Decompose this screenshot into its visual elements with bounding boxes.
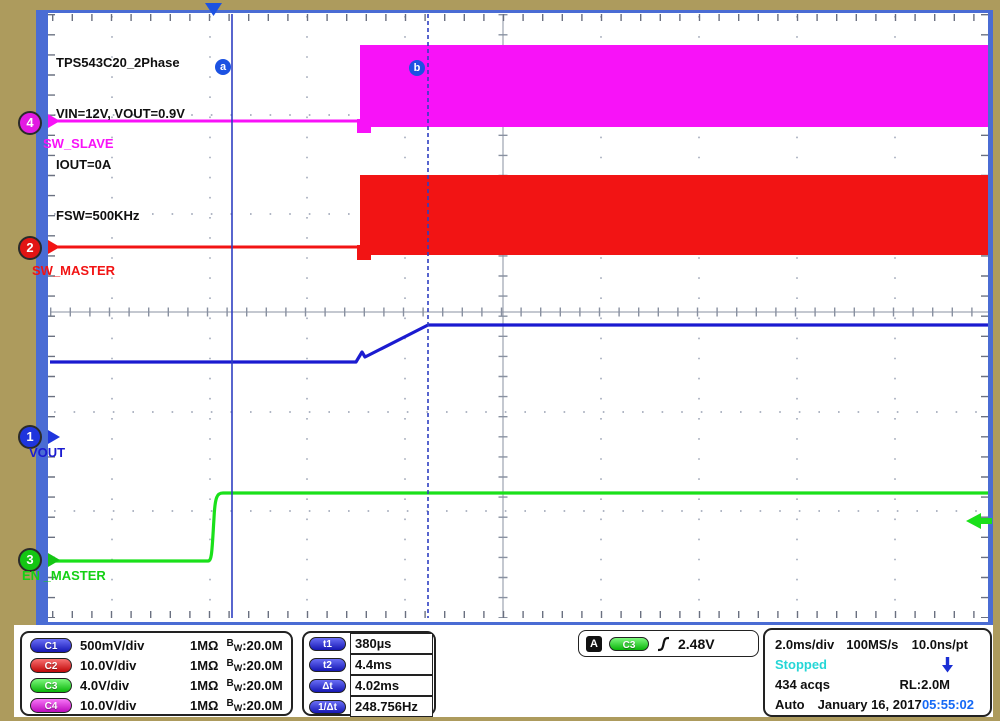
acquisition-status: Stopped	[775, 656, 827, 672]
c4-impedance: 1MΩ	[190, 697, 219, 713]
trace-sw-slave	[50, 45, 988, 133]
timebase-scale: 2.0ms/div	[775, 636, 835, 652]
c2-scale: 10.0V/div	[80, 657, 137, 673]
cursor-t1-row[interactable]: t1 380µs	[304, 632, 434, 654]
annotation-line-4: FSW=500KHz	[56, 208, 140, 223]
annotation-line-2: VIN=12V, VOUT=0.9V	[56, 106, 185, 121]
cursor-a-handle[interactable]: a	[215, 59, 231, 75]
inverse-delta-t-value: 248.756Hz	[350, 695, 433, 717]
channel-1-badge[interactable]: 1	[18, 425, 42, 449]
setup-annotation: TPS543C20_2Phase VIN=12V, VOUT=0.9V IOUT…	[56, 20, 185, 258]
sample-rate: 100MS/s	[846, 636, 899, 652]
c2-pill: C2	[30, 657, 72, 673]
acquisition-count-row: 434 acqs RL:2.0M	[775, 674, 982, 694]
datetime-row: Auto January 16, 2017 05:55:02	[775, 694, 982, 714]
c3-bandwidth: BW:20.0M	[226, 677, 283, 693]
annotation-line-3: IOUT=0A	[56, 157, 112, 172]
c1-impedance: 1MΩ	[190, 637, 219, 653]
cursor-b-handle[interactable]: b	[409, 60, 425, 76]
time-text: 05:55:02	[921, 696, 974, 712]
c3-pill: C3	[30, 677, 72, 693]
c4-scale: 10.0V/div	[80, 697, 137, 713]
cursor-inverse-delta-t-row[interactable]: 1/Δt 248.756Hz	[304, 695, 434, 717]
channel-3-badge[interactable]: 3	[18, 548, 42, 572]
trigger-position-icon[interactable]	[205, 3, 222, 16]
delta-t-value: 4.02ms	[350, 674, 433, 696]
record-length: RL:2.0M	[899, 676, 950, 692]
timebase-status-panel[interactable]: 2.0ms/div 100MS/s 10.0ns/pt Stopped 434 …	[763, 628, 992, 717]
channel-settings-panel[interactable]: C1 500mV/div 1MΩ BW:20.0M C2 10.0V/div 1…	[20, 631, 293, 716]
c4-pill: C4	[30, 697, 72, 713]
channel-readout-row-c1[interactable]: C1 500mV/div 1MΩ BW:20.0M	[30, 635, 283, 655]
c3-impedance: 1MΩ	[190, 677, 219, 693]
inverse-delta-t-pill: 1/Δt	[309, 699, 346, 714]
date-text: January 16, 2017	[817, 696, 922, 712]
cursor-t2-row[interactable]: t2 4.4ms	[304, 653, 434, 675]
channel-readout-row-c4[interactable]: C4 10.0V/div 1MΩ BW:20.0M	[30, 695, 283, 715]
trace-label-sw-slave: SW_SLAVE	[43, 136, 114, 151]
channel-4-badge[interactable]: 4	[18, 111, 42, 135]
trigger-bus-badge: A	[586, 635, 602, 652]
sample-resolution: 10.0ns/pt	[911, 636, 968, 652]
trigger-level-arrow-icon[interactable]	[966, 513, 992, 529]
acquisition-status-row: Stopped	[775, 654, 982, 674]
channel-readout-row-c3[interactable]: C3 4.0V/div 1MΩ BW:20.0M	[30, 675, 283, 695]
annotation-line-1: TPS543C20_2Phase	[56, 55, 180, 70]
trigger-level-value: 2.48V	[678, 635, 715, 652]
cursor-readout-panel[interactable]: t1 380µs t2 4.4ms Δt 4.02ms 1/Δt 248.756…	[302, 631, 436, 717]
channel-reference-arrows	[48, 114, 60, 567]
trace-label-sw-master: SW_MASTER	[32, 263, 116, 278]
t2-pill: t2	[309, 657, 346, 672]
c1-scale: 500mV/div	[80, 637, 145, 653]
delta-t-pill: Δt	[309, 678, 346, 693]
trace-label-vout: VOUT	[29, 445, 66, 460]
trace-en-master	[50, 491, 988, 563]
t1-pill: t1	[309, 636, 346, 651]
c4-bandwidth: BW:20.0M	[226, 697, 283, 713]
c3-scale: 4.0V/div	[80, 677, 130, 693]
c2-impedance: 1MΩ	[190, 657, 219, 673]
c1-pill: C1	[30, 637, 72, 653]
trigger-source-pill: C3	[609, 636, 649, 651]
channel-readout-row-c2[interactable]: C2 10.0V/div 1MΩ BW:20.0M	[30, 655, 283, 675]
rising-edge-icon	[657, 636, 670, 651]
acquisition-count: 434 acqs	[775, 676, 830, 692]
cursor-delta-t-row[interactable]: Δt 4.02ms	[304, 674, 434, 696]
grid-horizontal-dotted	[54, 114, 986, 512]
timebase-row: 2.0ms/div 100MS/s 10.0ns/pt	[775, 634, 982, 654]
arrow-down-icon	[942, 656, 953, 672]
c2-bandwidth: BW:20.0M	[226, 657, 283, 673]
c1-bandwidth: BW:20.0M	[226, 637, 283, 653]
trace-sw-master	[50, 175, 988, 260]
trigger-mode: Auto	[775, 696, 805, 712]
t2-value: 4.4ms	[350, 653, 433, 675]
channel-2-badge[interactable]: 2	[18, 236, 42, 260]
t1-value: 380µs	[350, 632, 433, 654]
trace-vout	[50, 323, 988, 364]
trigger-readout-panel[interactable]: A C3 2.48V	[578, 630, 759, 657]
trace-label-en-master: EN _MASTER	[22, 568, 106, 583]
